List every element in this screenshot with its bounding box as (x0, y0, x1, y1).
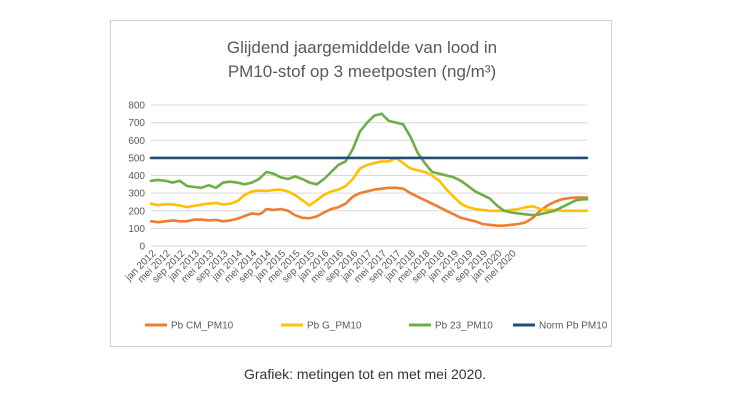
legend-label: Pb 23_PM10 (435, 321, 493, 332)
y-tick-label: 500 (128, 153, 145, 164)
chart-title-line-2: PM10-stof op 3 meetposten (ng/m³) (228, 62, 496, 81)
series-line-pb-cm-pm10 (149, 186, 589, 227)
series-lines (149, 112, 589, 227)
chart-frame: Glijdend jaargemiddelde van lood in PM10… (110, 20, 612, 347)
legend-item: Norm Pb PM10 (513, 321, 608, 332)
legend-item: Pb CM_PM10 (145, 321, 234, 332)
series-line-pb-g-pm10 (149, 156, 589, 213)
chart-caption: Grafiek: metingen tot en met mei 2020. (243, 366, 486, 382)
y-tick-label: 700 (128, 118, 145, 129)
y-tick-label: 400 (128, 171, 145, 182)
y-axis: 0 100 200 300 400 500 600 700 800 (128, 101, 145, 253)
gridlines (151, 104, 587, 247)
y-tick-label: 600 (128, 136, 145, 147)
legend-item: Pb G_PM10 (281, 321, 362, 332)
y-tick-label: 300 (128, 189, 145, 200)
legend-item: Pb 23_PM10 (409, 321, 493, 332)
legend: Pb CM_PM10 Pb G_PM10 Pb 23_PM10 Norm Pb PM1… (145, 321, 608, 332)
legend-label: Pb CM_PM10 (171, 321, 234, 332)
legend-label: Pb G_PM10 (307, 321, 362, 332)
y-tick-label: 200 (128, 206, 145, 217)
y-tick-label: 800 (128, 101, 145, 112)
y-tick-label: 100 (128, 224, 145, 235)
legend-label: Norm Pb PM10 (539, 321, 608, 332)
y-tick-label: 0 (139, 242, 145, 253)
chart-title-line-1: Glijdend jaargemiddelde van lood in (227, 38, 497, 57)
series-line-pb-23-pm10 (149, 112, 589, 217)
chart: Glijdend jaargemiddelde van lood in PM10… (123, 38, 608, 332)
